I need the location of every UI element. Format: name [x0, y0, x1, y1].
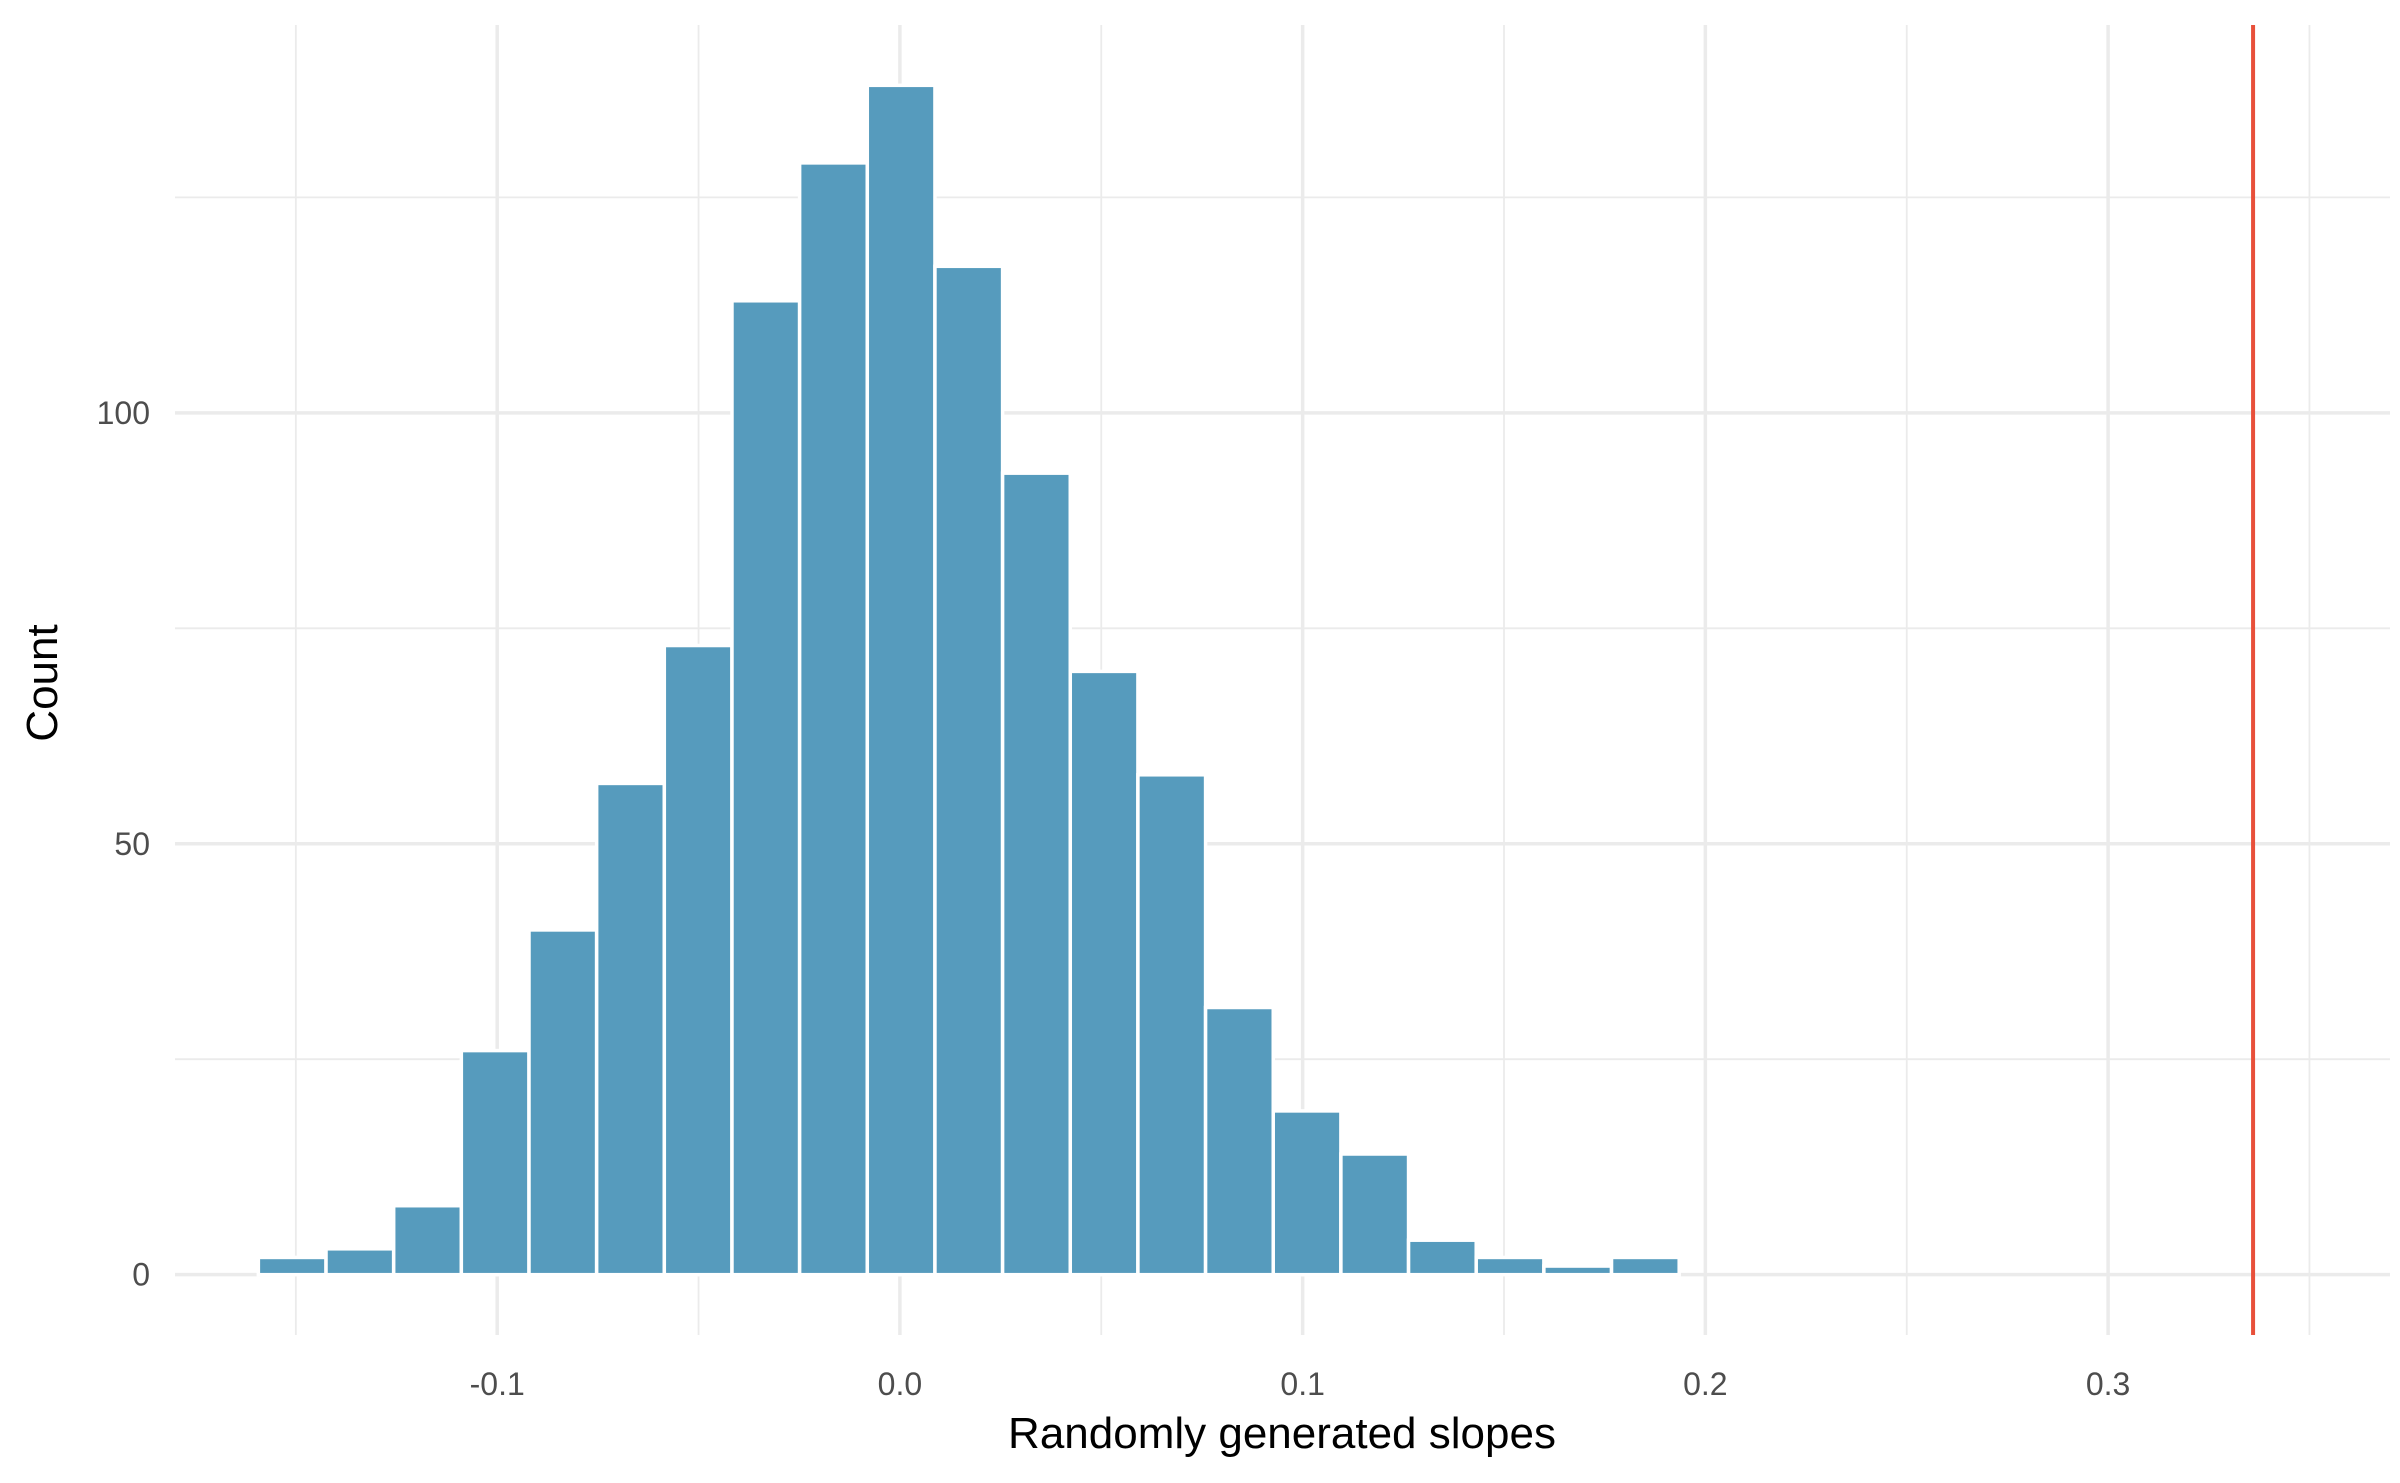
- x-tick-label: 0.1: [1280, 1366, 1324, 1402]
- histogram-bar: [1000, 471, 1073, 1277]
- histogram-bar: [1136, 773, 1208, 1277]
- x-tick-label: 0.2: [1683, 1366, 1727, 1402]
- histogram-bar: [797, 161, 870, 1277]
- histogram-bar: [1203, 1005, 1275, 1277]
- histogram-bar: [865, 83, 937, 1277]
- x-axis-ticks: -0.1 0.0 0.1 0.2 0.3: [470, 1366, 2131, 1402]
- y-axis-title: Count: [18, 624, 67, 741]
- y-tick-label: 100: [97, 395, 150, 431]
- histogram-bar: [594, 781, 667, 1277]
- x-axis-title: Randomly generated slopes: [1008, 1409, 1556, 1458]
- histogram-bar: [1542, 1264, 1614, 1277]
- histogram-bar: [1406, 1238, 1478, 1277]
- histogram-bar: [1068, 669, 1140, 1277]
- x-tick-label: 0.3: [2086, 1366, 2130, 1402]
- y-tick-label: 0: [132, 1257, 150, 1293]
- histogram-bar: [324, 1247, 396, 1277]
- histogram-bar: [1339, 1152, 1411, 1277]
- histogram-bar: [730, 299, 802, 1277]
- y-axis-ticks: 0 50 100: [97, 395, 150, 1293]
- x-tick-label: -0.1: [470, 1366, 525, 1402]
- histogram-bar: [1474, 1255, 1546, 1277]
- histogram-bar: [256, 1255, 328, 1277]
- histogram-bar: [459, 1048, 531, 1277]
- x-tick-label: 0.0: [878, 1366, 922, 1402]
- y-tick-label: 50: [114, 826, 150, 862]
- histogram-bar: [1271, 1109, 1343, 1277]
- histogram-bar: [662, 643, 734, 1277]
- histogram-bar: [933, 264, 1005, 1277]
- histogram-bar: [1609, 1255, 1681, 1277]
- histogram-bar: [391, 1203, 464, 1277]
- histogram-bars: [256, 83, 1681, 1277]
- histogram-bar: [527, 928, 599, 1277]
